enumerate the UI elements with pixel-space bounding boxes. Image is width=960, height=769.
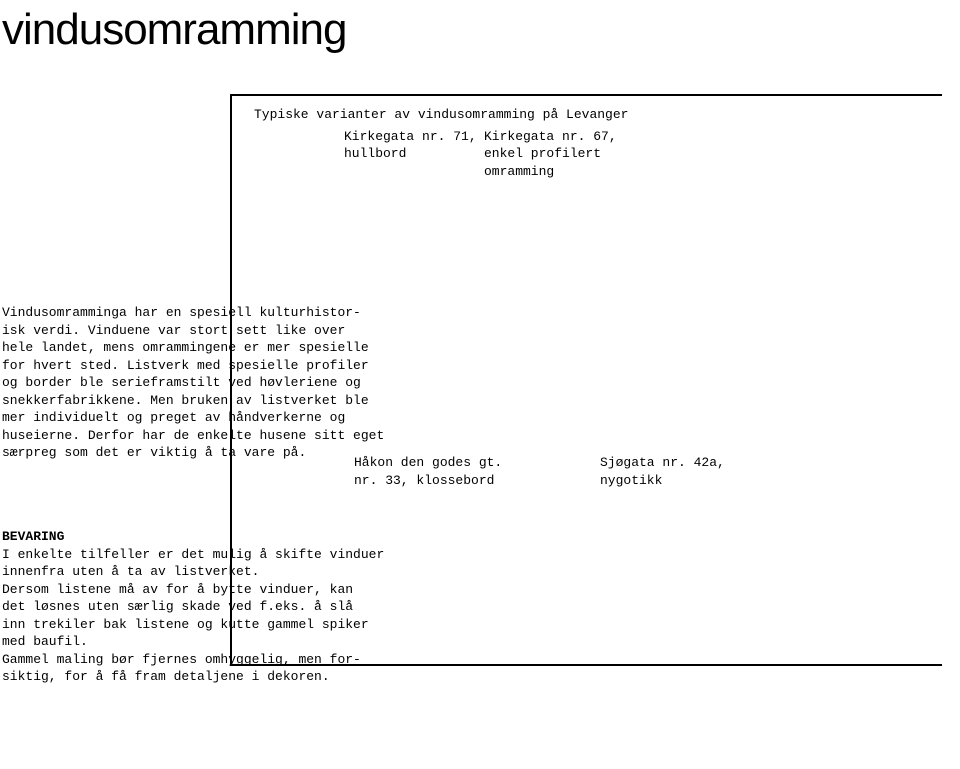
- lower-label-2: Sjøgata nr. 42a, nygotikk: [600, 454, 900, 489]
- box-header: Typiske varianter av vindusomramming på …: [254, 106, 932, 180]
- page-title: vindusomramming: [2, 0, 346, 59]
- label1-line2: nr. 33, klossebord: [354, 472, 600, 490]
- box-col-1: Kirkegata nr. 71, hullbord: [254, 128, 484, 181]
- col1-line1: Kirkegata nr. 71,: [344, 128, 484, 146]
- col2-line3: omramming: [484, 163, 784, 181]
- box-col-2: Kirkegata nr. 67, enkel profilert omramm…: [484, 128, 784, 181]
- bevaring-heading: BEVARING: [2, 529, 64, 544]
- col2-line1: Kirkegata nr. 67,: [484, 128, 784, 146]
- bevaring-section: BEVARING I enkelte tilfeller er det muli…: [2, 528, 422, 686]
- box-title: Typiske varianter av vindusomramming på …: [254, 106, 932, 124]
- col2-line2: enkel profilert: [484, 145, 784, 163]
- col1-line2: hullbord: [344, 145, 484, 163]
- bevaring-text: I enkelte tilfeller er det mulig å skift…: [2, 547, 384, 685]
- body-paragraph: Vindusomramminga har en spesiell kulturh…: [2, 304, 412, 462]
- label2-line1: Sjøgata nr. 42a,: [600, 454, 900, 472]
- label2-line2: nygotikk: [600, 472, 900, 490]
- box-columns: Kirkegata nr. 71, hullbord Kirkegata nr.…: [254, 128, 932, 181]
